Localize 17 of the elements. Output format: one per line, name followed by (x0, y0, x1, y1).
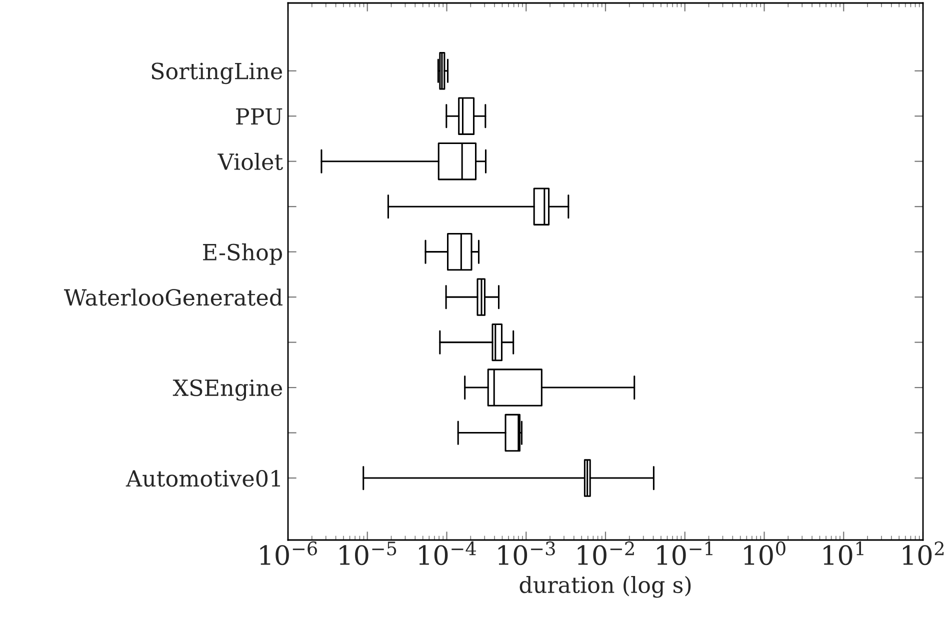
y-tick-label: XSEngine (172, 379, 282, 401)
x-tick-label: 10$^{−5}$ (340, 542, 396, 566)
x-tick-label: 10$^{0}$ (744, 541, 786, 566)
x-axis-title: duration (log s) (520, 576, 691, 598)
x-tick-label: 10$^{−4}$ (419, 541, 476, 566)
y-tick-label: SortingLine (152, 62, 282, 84)
y-tick-label: Automotive01 (126, 470, 280, 487)
x-tick-label: 10$^{−2}$ (578, 541, 634, 566)
x-tick-label: 10$^{2}$ (903, 541, 944, 566)
x-tick-label: 10$^{−1}$ (657, 541, 712, 566)
x-tick-label: 10$^{−6}$ (260, 541, 318, 566)
y-tick-label: E-Shop (203, 243, 282, 265)
y-tick-label: Violet (218, 152, 283, 170)
y-tick-label: WaterlooGenerated (64, 288, 282, 306)
y-tick-label: PPU (236, 108, 282, 125)
x-tick-label: 10$^{−3}$ (498, 541, 555, 566)
x-tick-label: 10$^{1}$ (824, 541, 864, 566)
